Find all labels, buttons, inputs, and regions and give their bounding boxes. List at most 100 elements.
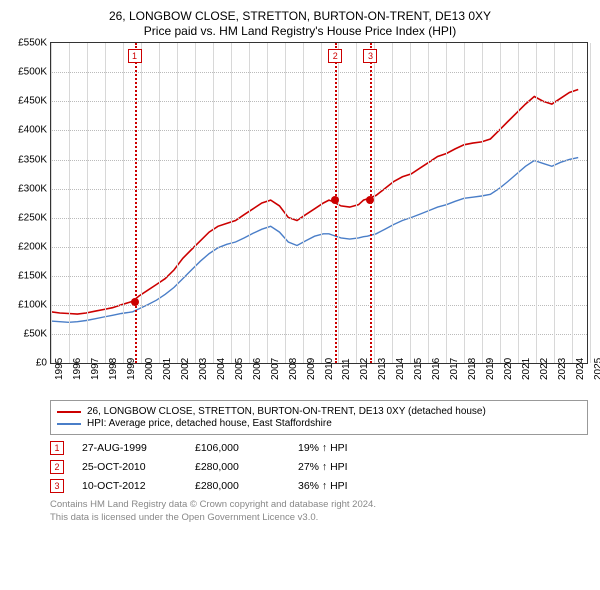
x-tick-label: 2003: [198, 358, 209, 380]
legend-swatch: [57, 423, 81, 425]
events-table: 1 27-AUG-1999 £106,000 19% ↑ HPI 2 25-OCT-201…: [50, 441, 588, 493]
y-gridline: [51, 72, 587, 73]
x-tick-label: 2002: [180, 358, 191, 380]
x-gridline: [249, 43, 250, 363]
x-gridline: [590, 43, 591, 363]
event-row-price: £106,000: [195, 442, 280, 454]
x-tick-label: 2011: [341, 359, 352, 381]
y-tick-label: £450K: [5, 96, 47, 107]
series-line-price_paid: [51, 90, 578, 315]
event-row-date: 10-OCT-2012: [82, 480, 177, 492]
event-marker-dot: [131, 298, 139, 306]
x-tick-label: 2018: [467, 358, 478, 380]
x-tick-label: 2012: [359, 358, 370, 380]
x-tick-label: 1997: [90, 358, 101, 380]
y-tick-label: £300K: [5, 183, 47, 194]
y-gridline: [51, 276, 587, 277]
legend: 26, LONGBOW CLOSE, STRETTON, BURTON-ON-T…: [50, 400, 588, 435]
chart-lines-svg: [51, 43, 587, 363]
x-gridline: [51, 43, 52, 363]
x-tick-label: 2025: [593, 358, 600, 380]
chart-title-line2: Price paid vs. HM Land Registry's House …: [8, 24, 592, 38]
x-gridline: [500, 43, 501, 363]
x-gridline: [87, 43, 88, 363]
x-gridline: [105, 43, 106, 363]
attribution-line2: This data is licensed under the Open Gov…: [50, 512, 588, 525]
x-tick-label: 2020: [503, 358, 514, 380]
x-gridline: [410, 43, 411, 363]
y-gridline: [51, 305, 587, 306]
attribution-line1: Contains HM Land Registry data © Crown c…: [50, 499, 588, 512]
x-gridline: [482, 43, 483, 363]
chart-title-line1: 26, LONGBOW CLOSE, STRETTON, BURTON-ON-T…: [8, 8, 592, 24]
attribution: Contains HM Land Registry data © Crown c…: [50, 499, 588, 525]
y-tick-label: £150K: [5, 270, 47, 281]
x-tick-label: 2007: [270, 358, 281, 380]
x-tick-label: 1995: [54, 358, 65, 380]
x-gridline: [141, 43, 142, 363]
y-gridline: [51, 101, 587, 102]
y-tick-label: £50K: [5, 329, 47, 340]
x-tick-label: 2019: [485, 358, 496, 380]
event-row-date: 27-AUG-1999: [82, 442, 177, 454]
event-row: 1 27-AUG-1999 £106,000 19% ↑ HPI: [50, 441, 588, 455]
x-gridline: [554, 43, 555, 363]
x-tick-label: 2016: [431, 358, 442, 380]
event-row: 225-OCT-2010£280,00027% ↑ HPI: [50, 460, 588, 474]
y-gridline: [51, 160, 587, 161]
x-gridline: [536, 43, 537, 363]
x-gridline: [374, 43, 375, 363]
x-tick-label: 2008: [288, 358, 299, 380]
y-gridline: [51, 247, 587, 248]
x-gridline: [392, 43, 393, 363]
x-gridline: [123, 43, 124, 363]
x-tick-label: 2004: [216, 358, 227, 380]
y-gridline: [51, 218, 587, 219]
y-tick-label: £0: [5, 358, 47, 369]
legend-label: 26, LONGBOW CLOSE, STRETTON, BURTON-ON-T…: [87, 406, 486, 417]
x-tick-label: 2021: [521, 358, 532, 380]
y-tick-label: £500K: [5, 67, 47, 78]
x-tick-label: 2014: [395, 358, 406, 380]
x-tick-label: 2015: [413, 358, 424, 380]
x-tick-label: 2010: [324, 358, 335, 380]
legend-item: 26, LONGBOW CLOSE, STRETTON, BURTON-ON-T…: [57, 406, 581, 417]
x-tick-label: 2001: [162, 358, 173, 380]
event-row-price: £280,000: [195, 480, 280, 492]
x-gridline: [195, 43, 196, 363]
event-row-date: 25-OCT-2010: [82, 461, 177, 473]
x-tick-label: 2017: [449, 358, 460, 380]
series-line-hpi: [51, 158, 578, 323]
event-row-delta: 36% ↑ HPI: [298, 480, 348, 492]
event-row-box: 1: [50, 441, 64, 455]
event-marker-box: 1: [128, 49, 142, 63]
event-row-delta: 27% ↑ HPI: [298, 461, 348, 473]
x-tick-label: 2005: [234, 358, 245, 380]
y-tick-label: £250K: [5, 212, 47, 223]
y-tick-label: £200K: [5, 241, 47, 252]
x-gridline: [428, 43, 429, 363]
x-gridline: [177, 43, 178, 363]
x-gridline: [303, 43, 304, 363]
event-row: 3 10-OCT-2012 £280,000 36% ↑ HPI: [50, 479, 588, 493]
x-gridline: [321, 43, 322, 363]
event-marker-line: [135, 43, 137, 363]
x-tick-label: 1996: [72, 358, 83, 380]
y-tick-label: £100K: [5, 300, 47, 311]
y-tick-label: £400K: [5, 125, 47, 136]
event-row-delta: 19% ↑ HPI: [298, 442, 348, 454]
x-gridline: [213, 43, 214, 363]
y-gridline: [51, 334, 587, 335]
event-row-box: 2: [50, 460, 64, 474]
event-marker-box: 3: [363, 49, 377, 63]
event-marker-box: 2: [328, 49, 342, 63]
legend-label: HPI: Average price, detached house, East…: [87, 418, 332, 429]
x-gridline: [572, 43, 573, 363]
event-marker-dot: [366, 196, 374, 204]
x-gridline: [267, 43, 268, 363]
y-tick-label: £550K: [5, 38, 47, 49]
x-tick-label: 2023: [557, 358, 568, 380]
legend-item: HPI: Average price, detached house, East…: [57, 418, 581, 429]
event-row-box: 3: [50, 479, 64, 493]
x-gridline: [464, 43, 465, 363]
